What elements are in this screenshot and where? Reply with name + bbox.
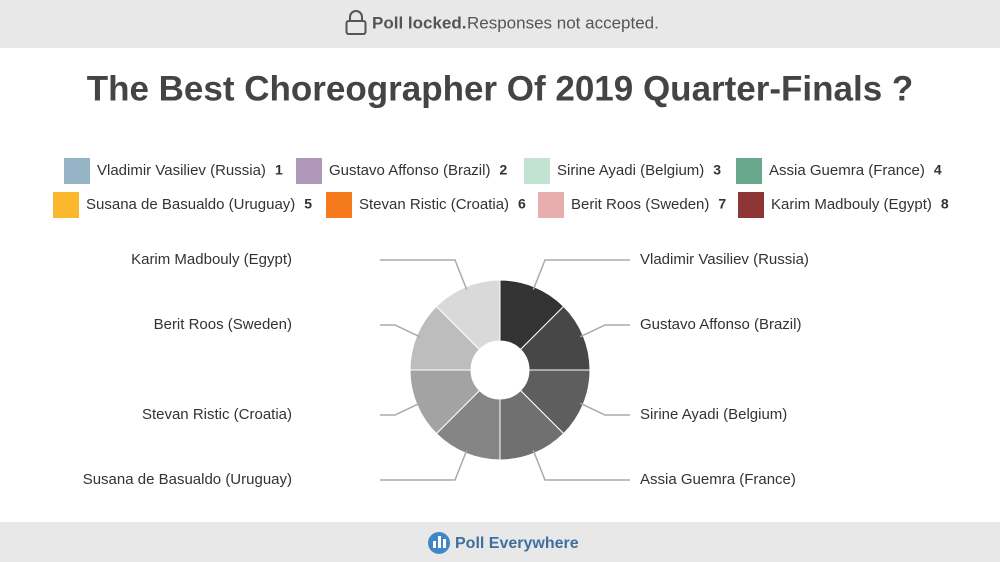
slice-label: Assia Guemra (France): [640, 471, 796, 488]
slice-label: Sirine Ayadi (Belgium): [640, 406, 787, 423]
status-bar: [0, 0, 1000, 48]
lock-message: Responses not accepted.: [467, 13, 659, 32]
lock-icon: [345, 10, 367, 35]
legend-swatch: [738, 192, 764, 218]
leader-line: [380, 402, 420, 416]
legend-number: 4: [934, 162, 942, 178]
leader-line: [532, 259, 630, 290]
leader-line: [532, 450, 630, 481]
legend-number: 7: [718, 196, 726, 212]
legend-label: Susana de Basualdo (Uruguay): [86, 196, 295, 213]
leader-line: [580, 402, 630, 416]
legend-label: Berit Roos (Sweden): [571, 196, 709, 213]
legend-swatch: [538, 192, 564, 218]
slice-label: Gustavo Affonso (Brazil): [640, 316, 801, 333]
legend-label: Karim Madbouly (Egypt): [771, 196, 932, 213]
footer-bar: [0, 522, 1000, 562]
slice-label: Vladimir Vasiliev (Russia): [640, 251, 809, 268]
brand-name: Poll Everywhere: [455, 535, 579, 552]
leader-line: [380, 450, 468, 481]
legend-number: 2: [499, 162, 507, 178]
legend-swatch: [64, 158, 90, 184]
slice-label: Stevan Ristic (Croatia): [142, 406, 292, 423]
pie-slice: [435, 279, 501, 351]
legend-label: Assia Guemra (France): [769, 162, 925, 179]
lock-status: Poll locked.: [372, 13, 466, 32]
legend-swatch: [524, 158, 550, 184]
leader-line: [380, 324, 420, 338]
legend-label: Sirine Ayadi (Belgium): [557, 162, 704, 179]
leader-line: [380, 259, 468, 290]
legend-swatch: [326, 192, 352, 218]
slice-label: Susana de Basualdo (Uruguay): [83, 471, 292, 488]
brand-logo: [428, 532, 450, 554]
legend-label: Stevan Ristic (Croatia): [359, 196, 509, 213]
legend-number: 5: [304, 196, 312, 212]
chart-title: The Best Choreographer Of 2019 Quarter-F…: [87, 69, 914, 108]
legend-number: 8: [941, 196, 949, 212]
legend-number: 1: [275, 162, 283, 178]
legend-label: Gustavo Affonso (Brazil): [329, 162, 490, 179]
slice-label: Berit Roos (Sweden): [154, 316, 292, 333]
legend-label: Vladimir Vasiliev (Russia): [97, 162, 266, 179]
slice-label: Karim Madbouly (Egypt): [131, 251, 292, 268]
legend-swatch: [53, 192, 79, 218]
leader-line: [580, 324, 630, 338]
legend-number: 6: [518, 196, 526, 212]
legend-swatch: [296, 158, 322, 184]
legend-swatch: [736, 158, 762, 184]
legend-number: 3: [713, 162, 721, 178]
